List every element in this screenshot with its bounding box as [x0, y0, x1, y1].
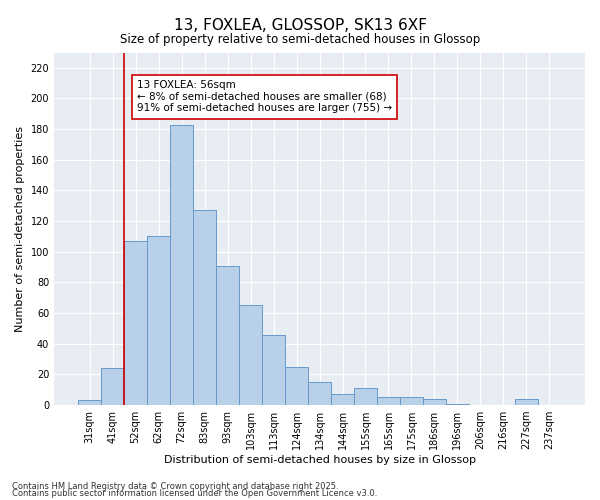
Bar	[262, 334, 285, 405]
Bar	[515, 399, 538, 405]
Text: Contains public sector information licensed under the Open Government Licence v3: Contains public sector information licen…	[12, 489, 377, 498]
Bar	[193, 210, 216, 405]
Bar	[423, 399, 446, 405]
Bar	[170, 124, 193, 405]
Bar	[354, 388, 377, 405]
Text: Size of property relative to semi-detached houses in Glossop: Size of property relative to semi-detach…	[120, 32, 480, 46]
Bar	[285, 367, 308, 405]
Bar	[400, 398, 423, 405]
Bar	[147, 236, 170, 405]
Bar	[377, 398, 400, 405]
Y-axis label: Number of semi-detached properties: Number of semi-detached properties	[15, 126, 25, 332]
Bar	[331, 394, 354, 405]
Text: 13, FOXLEA, GLOSSOP, SK13 6XF: 13, FOXLEA, GLOSSOP, SK13 6XF	[173, 18, 427, 32]
X-axis label: Distribution of semi-detached houses by size in Glossop: Distribution of semi-detached houses by …	[164, 455, 476, 465]
Bar	[239, 306, 262, 405]
Bar	[101, 368, 124, 405]
Bar	[308, 382, 331, 405]
Bar	[446, 404, 469, 405]
Bar	[216, 266, 239, 405]
Text: 13 FOXLEA: 56sqm
← 8% of semi-detached houses are smaller (68)
91% of semi-detac: 13 FOXLEA: 56sqm ← 8% of semi-detached h…	[137, 80, 392, 114]
Bar	[124, 241, 147, 405]
Bar	[78, 400, 101, 405]
Text: Contains HM Land Registry data © Crown copyright and database right 2025.: Contains HM Land Registry data © Crown c…	[12, 482, 338, 491]
